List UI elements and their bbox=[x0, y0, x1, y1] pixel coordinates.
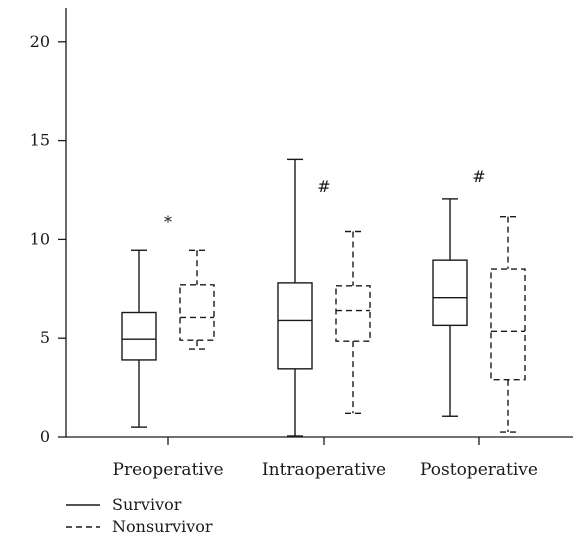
iqr-box bbox=[179, 284, 215, 341]
iqr-box bbox=[490, 268, 526, 381]
nonsurvivor-box bbox=[335, 230, 371, 414]
significance-marker: * bbox=[164, 213, 172, 232]
x-tick-label: Intraoperative bbox=[262, 460, 386, 480]
legend: Survivor Nonsurvivor bbox=[66, 495, 213, 536]
x-tick-label: Postoperative bbox=[420, 460, 538, 480]
iqr-box bbox=[432, 259, 468, 327]
nonsurvivor-box bbox=[179, 249, 215, 350]
legend-label-nonsurvivor: Nonsurvivor bbox=[112, 517, 213, 536]
y-tick-label: 20 bbox=[30, 32, 50, 51]
x-tick-label: Preoperative bbox=[113, 460, 224, 480]
legend-label-survivor: Survivor bbox=[112, 495, 182, 514]
y-tick-label: 15 bbox=[30, 131, 50, 150]
axes: 0 5 10 15 20 Preoperative Intraoperative Postop… bbox=[30, 8, 573, 480]
significance-marker: # bbox=[472, 167, 485, 186]
iqr-box bbox=[121, 311, 157, 361]
y-tick-label: 0 bbox=[40, 427, 50, 446]
y-tick-label: 5 bbox=[40, 328, 50, 347]
y-tick-label: 10 bbox=[30, 229, 50, 248]
significance-marker: # bbox=[317, 177, 330, 196]
nonsurvivor-box bbox=[490, 215, 526, 433]
survivor-box bbox=[277, 158, 313, 437]
box-plots bbox=[121, 158, 526, 437]
survivor-box bbox=[432, 198, 468, 417]
iqr-box bbox=[335, 285, 371, 342]
survivor-box bbox=[121, 249, 157, 428]
annotations: * # # bbox=[164, 167, 486, 231]
iqr-box bbox=[277, 282, 313, 370]
